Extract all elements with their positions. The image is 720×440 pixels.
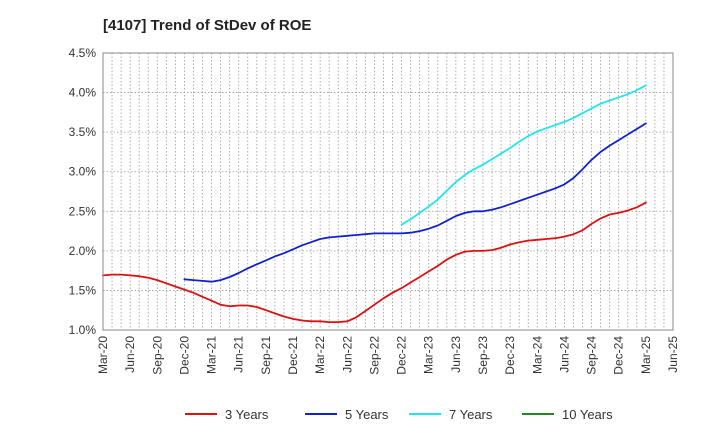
y-tick-label: 1.5% xyxy=(69,283,97,297)
x-tick-label: Jun-24 xyxy=(557,336,571,373)
legend-label-10-years: 10 Years xyxy=(562,407,613,422)
legend-label-7-years: 7 Years xyxy=(449,407,493,422)
x-tick-label: Sep-21 xyxy=(259,336,273,375)
legend-label-3-years: 3 Years xyxy=(225,407,269,422)
x-tick-label: Sep-22 xyxy=(367,336,381,375)
x-tick-label: Jun-21 xyxy=(232,336,246,373)
x-axis-tick-labels: Mar-20 Jun-20 Sep-20 Dec-20 Mar-21 Jun-21 Sep-… xyxy=(96,336,680,375)
x-tick-label: Sep-23 xyxy=(476,336,490,375)
x-tick-label: Jun-25 xyxy=(666,336,680,373)
series-line-5-years xyxy=(183,122,647,283)
chart-title: [4107] Trend of StDev of ROE xyxy=(103,17,311,34)
x-tick-label: Mar-25 xyxy=(639,336,653,374)
series-line-7-years xyxy=(400,84,647,226)
x-tick-label: Jun-20 xyxy=(123,336,137,373)
y-tick-label: 4.0% xyxy=(69,86,97,100)
x-tick-label: Mar-24 xyxy=(530,336,544,374)
gridlines xyxy=(103,53,673,330)
x-tick-label: Dec-21 xyxy=(286,336,300,375)
legend-label-5-years: 5 Years xyxy=(345,407,389,422)
x-tick-label: Sep-24 xyxy=(585,336,599,375)
x-tick-label: Mar-21 xyxy=(205,336,219,374)
y-tick-label: 2.5% xyxy=(69,204,97,218)
plot-area-frame xyxy=(102,52,674,331)
x-tick-label: Mar-20 xyxy=(96,336,110,374)
y-tick-label: 3.0% xyxy=(69,165,97,179)
y-tick-label: 3.5% xyxy=(69,125,97,139)
y-axis-tick-labels: 1.0% 1.5% 2.0% 2.5% 3.0% 3.5% 4.0% 4.5% xyxy=(69,46,97,337)
y-tick-label: 2.0% xyxy=(69,244,97,258)
x-tick-label: Dec-23 xyxy=(503,336,517,375)
series-lines xyxy=(102,84,647,324)
x-tick-label: Sep-20 xyxy=(150,336,164,375)
x-tick-label: Dec-20 xyxy=(177,336,191,375)
x-tick-label: Mar-23 xyxy=(422,336,436,374)
x-tick-label: Dec-22 xyxy=(395,336,409,375)
series-line-3-years xyxy=(102,201,647,324)
legend: 3 Years 5 Years 7 Years 10 Years xyxy=(185,407,613,422)
y-tick-label: 4.5% xyxy=(69,46,97,60)
x-tick-label: Dec-24 xyxy=(612,336,626,375)
x-tick-label: Mar-22 xyxy=(313,336,327,374)
x-tick-label: Jun-22 xyxy=(340,336,354,373)
x-tick-label: Jun-23 xyxy=(449,336,463,373)
y-tick-label: 1.0% xyxy=(69,323,97,337)
